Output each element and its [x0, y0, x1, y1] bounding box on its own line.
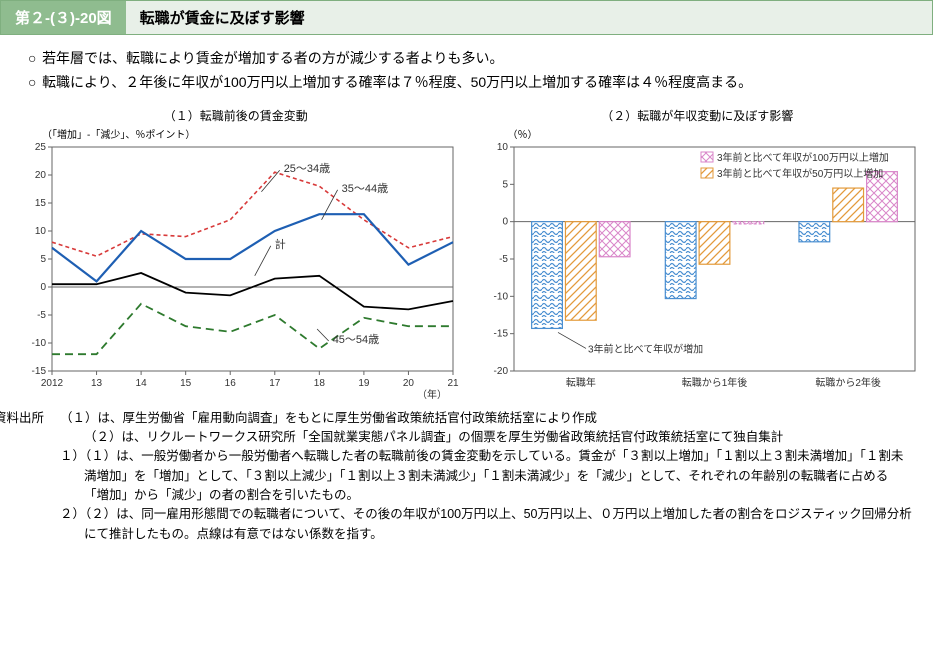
note-line: （注）１）（１）は、一般労働者から一般労働者へ転職した者の転職前後の賃金変動を示… — [60, 447, 913, 505]
chart-2-yunit: （％） — [470, 126, 926, 141]
svg-text:3年前と比べて年収が100万円以上増加: 3年前と比べて年収が100万円以上増加 — [717, 151, 889, 164]
bullet-icon: ○ — [28, 50, 36, 66]
svg-text:15: 15 — [35, 198, 47, 209]
svg-text:13: 13 — [91, 378, 103, 389]
svg-text:転職から1年後: 転職から1年後 — [681, 376, 747, 389]
svg-text:25～34歳: 25～34歳 — [284, 162, 330, 175]
note-line: ２）（２）は、同一雇用形態間での転職者について、その後の年収が100万円以上、5… — [60, 505, 913, 544]
chart-1: （１）転職前後の賃金変動 （「増加」-「減少」、％ポイント） -15 -10 -5 0… — [8, 107, 464, 401]
svg-text:-5: -5 — [499, 254, 508, 265]
svg-text:17: 17 — [269, 378, 281, 389]
charts-row: （１）転職前後の賃金変動 （「増加」-「減少」、％ポイント） -15 -10 -5 0… — [0, 107, 933, 401]
footer-notes: 資料出所（１）は、厚生労働省「雇用動向調査」をもとに厚生労働省政策統括官付政策統… — [0, 401, 933, 553]
svg-text:5: 5 — [40, 254, 46, 265]
svg-text:25: 25 — [35, 142, 47, 153]
svg-text:19: 19 — [358, 378, 370, 389]
svg-text:計: 計 — [275, 236, 286, 250]
chart-1-title: （１）転職前後の賃金変動 — [8, 107, 464, 124]
figure-number: 第２-(３)-20図 — [1, 1, 126, 34]
svg-text:転職年: 転職年 — [565, 376, 595, 389]
svg-text:10: 10 — [35, 226, 47, 237]
svg-text:3年前と比べて年収が50万円以上増加: 3年前と比べて年収が50万円以上増加 — [717, 167, 883, 180]
summary-line: ○若年層では、転職により賃金が増加する者の方が減少する者よりも多い。 — [28, 47, 913, 71]
chart-2-svg: -20 -15 -10 -5 0 5 10 転職年 転職から1年後 転職から2年後 3年前と比べて年… — [470, 141, 925, 401]
svg-text:20: 20 — [403, 378, 415, 389]
source-line: 資料出所（１）は、厚生労働省「雇用動向調査」をもとに厚生労働省政策統括官付政策統… — [60, 409, 913, 428]
svg-text:16: 16 — [225, 378, 237, 389]
svg-text:3年前と比べて年収が増加: 3年前と比べて年収が増加 — [588, 342, 703, 355]
svg-text:-10: -10 — [32, 338, 47, 349]
chart-1-yunit: （「増加」-「減少」、％ポイント） — [8, 126, 464, 141]
svg-text:14: 14 — [136, 378, 148, 389]
chart-1-svg: -15 -10 -5 0 5 10 15 20 25 2012 13 14 15 16 17 18 19 20 21… — [8, 141, 463, 401]
svg-text:15: 15 — [180, 378, 192, 389]
chart-2-title: （２）転職が年収変動に及ぼす影響 — [470, 107, 926, 124]
svg-text:21: 21 — [447, 378, 459, 389]
svg-text:18: 18 — [314, 378, 326, 389]
svg-text:-10: -10 — [493, 291, 508, 302]
svg-text:（年）: （年） — [417, 388, 447, 401]
svg-text:-15: -15 — [32, 366, 47, 377]
summary-line: ○転職により、２年後に年収が100万円以上増加する確率は７％程度、50万円以上増… — [28, 71, 913, 95]
svg-text:35～44歳: 35～44歳 — [342, 181, 388, 194]
chart-2: （２）転職が年収変動に及ぼす影響 （％） -20 -15 -10 -5 0 5 10 転職年 転… — [470, 107, 926, 401]
svg-text:-20: -20 — [493, 366, 508, 377]
svg-text:45～54歳: 45～54歳 — [333, 333, 379, 346]
figure-header: 第２-(３)-20図 転職が賃金に及ぼす影響 — [0, 0, 933, 35]
svg-text:2012: 2012 — [41, 378, 64, 389]
bullet-icon: ○ — [28, 74, 36, 90]
summary-block: ○若年層では、転職により賃金が増加する者の方が減少する者よりも多い。 ○転職によ… — [0, 43, 933, 107]
figure-title: 転職が賃金に及ぼす影響 — [126, 1, 932, 34]
svg-text:0: 0 — [40, 282, 46, 293]
svg-text:転職から2年後: 転職から2年後 — [815, 376, 881, 389]
svg-text:-5: -5 — [37, 310, 46, 321]
source-line: （２）は、リクルートワークス研究所「全国就業実態パネル調査」の個票を厚生労働省政… — [60, 428, 913, 447]
svg-text:0: 0 — [502, 216, 508, 227]
svg-text:20: 20 — [35, 170, 47, 181]
svg-text:10: 10 — [496, 142, 508, 153]
svg-text:5: 5 — [502, 179, 508, 190]
svg-text:-15: -15 — [493, 328, 508, 339]
